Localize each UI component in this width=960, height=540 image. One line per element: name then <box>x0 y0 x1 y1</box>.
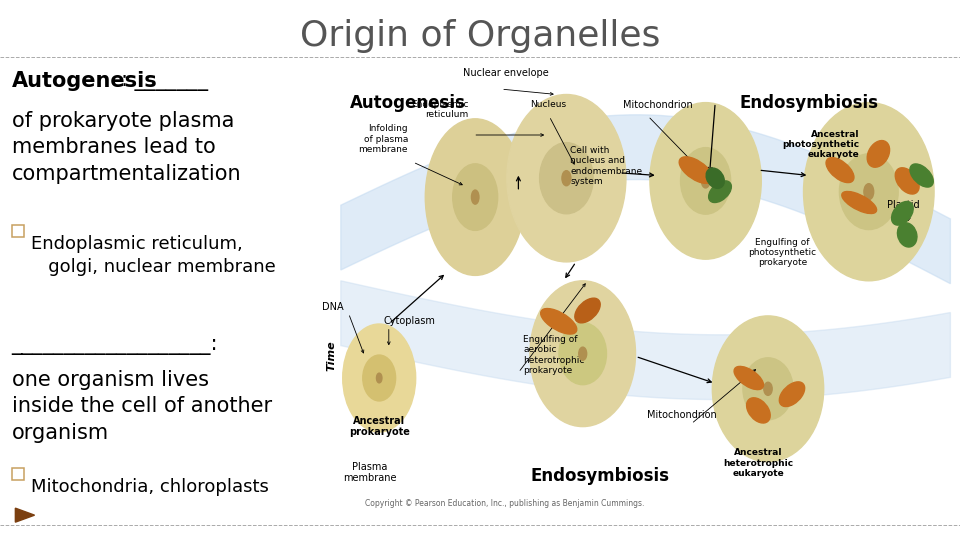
Ellipse shape <box>702 174 709 188</box>
Text: Endosymbiosis: Endosymbiosis <box>531 467 669 485</box>
Text: of prokaryote plasma
membranes lead to
compartmentalization: of prokaryote plasma membranes lead to c… <box>12 111 241 184</box>
Text: Autogenesis: Autogenesis <box>350 94 467 112</box>
Text: Ancestral
prokaryote: Ancestral prokaryote <box>348 416 410 437</box>
Text: ___________________:: ___________________: <box>12 335 218 355</box>
Ellipse shape <box>540 308 577 334</box>
Polygon shape <box>341 115 950 284</box>
Text: DNA: DNA <box>322 302 344 313</box>
Ellipse shape <box>363 355 396 401</box>
Ellipse shape <box>579 347 587 360</box>
Text: Time: Time <box>326 340 336 371</box>
Ellipse shape <box>376 373 382 383</box>
Text: Copyright © Pearson Education, Inc., publishing as Benjamin Cummings.: Copyright © Pearson Education, Inc., pub… <box>365 498 644 508</box>
Ellipse shape <box>867 140 890 167</box>
Ellipse shape <box>575 298 600 323</box>
Ellipse shape <box>708 181 732 202</box>
Text: Plasma
membrane: Plasma membrane <box>343 462 396 483</box>
Ellipse shape <box>540 143 593 214</box>
Ellipse shape <box>681 147 731 214</box>
Text: one organism lives
inside the cell of another
organism: one organism lives inside the cell of an… <box>12 370 272 443</box>
Text: Cytoplasm: Cytoplasm <box>384 316 436 326</box>
Ellipse shape <box>679 157 713 184</box>
Ellipse shape <box>530 281 636 427</box>
Ellipse shape <box>562 171 571 186</box>
Ellipse shape <box>864 184 874 200</box>
Ellipse shape <box>892 201 913 225</box>
Ellipse shape <box>839 154 899 230</box>
Ellipse shape <box>343 324 416 432</box>
Text: : _______: : _______ <box>121 71 208 91</box>
Text: Autogenesis: Autogenesis <box>12 71 157 91</box>
Text: Plastid: Plastid <box>887 200 920 210</box>
Polygon shape <box>341 281 950 400</box>
Text: Origin of Organelles: Origin of Organelles <box>300 19 660 53</box>
Ellipse shape <box>842 192 876 213</box>
Ellipse shape <box>826 158 854 183</box>
Ellipse shape <box>734 367 763 389</box>
Ellipse shape <box>743 358 793 420</box>
Text: Cell with
nucleus and
endomembrane
system: Cell with nucleus and endomembrane syste… <box>570 146 642 186</box>
Text: Mitochondria, chloroplasts: Mitochondria, chloroplasts <box>31 478 269 496</box>
Text: Infolding
of plasma
membrane: Infolding of plasma membrane <box>358 124 408 154</box>
Ellipse shape <box>910 164 933 187</box>
Text: Endoplasmic
reticulum: Endoplasmic reticulum <box>411 100 468 119</box>
Ellipse shape <box>650 103 761 259</box>
FancyBboxPatch shape <box>12 225 24 237</box>
Text: Mitochondrion: Mitochondrion <box>647 410 716 421</box>
Text: Nuclear envelope: Nuclear envelope <box>463 68 549 78</box>
Text: Engulfing of
photosynthetic
prokaryote: Engulfing of photosynthetic prokaryote <box>749 238 816 267</box>
Text: Ancestral
photosynthetic
eukaryote: Ancestral photosynthetic eukaryote <box>782 130 859 159</box>
Polygon shape <box>15 508 35 522</box>
Ellipse shape <box>747 398 770 423</box>
Text: Engulfing of
aerobic
heterotrophic
prokaryote: Engulfing of aerobic heterotrophic proka… <box>523 335 585 375</box>
Text: Nucleus: Nucleus <box>530 100 566 109</box>
Ellipse shape <box>896 168 919 194</box>
Ellipse shape <box>898 223 917 247</box>
Ellipse shape <box>764 382 772 395</box>
Text: Endosymbiosis: Endosymbiosis <box>739 94 878 112</box>
Ellipse shape <box>712 316 824 462</box>
Ellipse shape <box>507 94 626 262</box>
Ellipse shape <box>425 119 525 275</box>
Ellipse shape <box>471 190 479 204</box>
Ellipse shape <box>707 168 724 188</box>
Ellipse shape <box>559 323 607 384</box>
Text: Endoplasmic reticulum,
   golgi, nuclear membrane: Endoplasmic reticulum, golgi, nuclear me… <box>31 235 276 276</box>
Ellipse shape <box>453 164 497 231</box>
Text: Mitochondrion: Mitochondrion <box>623 100 692 110</box>
FancyBboxPatch shape <box>12 468 24 480</box>
Ellipse shape <box>804 103 934 281</box>
Ellipse shape <box>780 382 804 407</box>
Text: Ancestral
heterotrophic
eukaryote: Ancestral heterotrophic eukaryote <box>723 448 794 478</box>
